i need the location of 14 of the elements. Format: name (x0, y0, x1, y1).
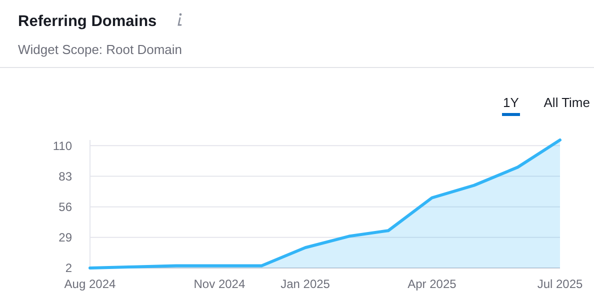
x-tick-label: Jul 2025 (537, 277, 584, 291)
text: All Time (544, 95, 590, 110)
y-tick-label: 110 (52, 138, 72, 153)
y-tick-label: 56 (58, 200, 72, 214)
x-tick-label: Nov 2024 (194, 277, 246, 291)
y-tick-label: 2 (65, 261, 72, 276)
x-tick-label: Apr 2025 (408, 277, 457, 291)
text: 1Y (503, 95, 520, 110)
chart-subtitle: Widget Scope: Root Domain (18, 42, 182, 57)
x-tick-label: Aug 2024 (64, 277, 116, 291)
y-tick-label: 29 (58, 230, 72, 245)
chart-title: Referring Domains (18, 13, 157, 30)
y-tick-label: 83 (58, 169, 72, 184)
x-tick-label: Jan 2025 (280, 277, 330, 291)
